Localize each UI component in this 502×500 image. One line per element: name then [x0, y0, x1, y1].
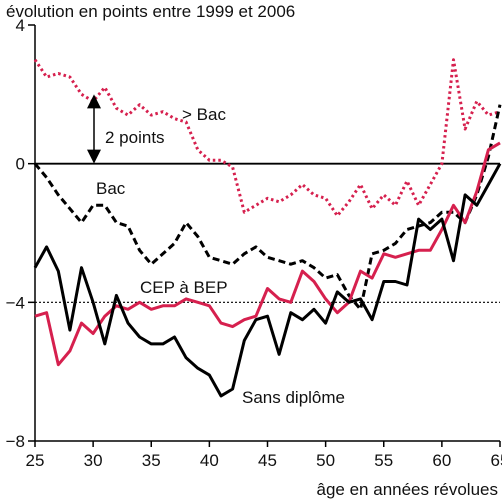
y-tick-label: 0 — [16, 155, 25, 174]
x-tick-label: 45 — [258, 451, 277, 470]
x-tick-label: 50 — [316, 451, 335, 470]
y-axis: 4 0 −4 −8 — [6, 16, 36, 451]
chart-title: évolution en points entre 1999 et 2006 — [6, 2, 295, 21]
series-line-bac — [33, 104, 502, 311]
x-tick-label: 55 — [374, 451, 393, 470]
arrow-down-icon — [87, 149, 101, 164]
label-bac: Bac — [96, 179, 126, 198]
x-tick-label: 25 — [26, 451, 45, 470]
series-lines — [33, 58, 502, 398]
y-tick-label: −8 — [6, 432, 25, 451]
x-axis: 25 30 35 40 45 50 55 60 65 — [26, 440, 502, 470]
label-cep-bep: CEP à BEP — [140, 278, 228, 297]
x-tick-label: 35 — [142, 451, 161, 470]
series-line-cep-bep — [34, 141, 501, 367]
x-tick-label: 40 — [200, 451, 219, 470]
y-tick-label: 4 — [16, 16, 25, 35]
arrow-up-icon — [87, 94, 101, 109]
y-tick-label: −4 — [6, 293, 25, 312]
x-axis-label: âge en années révolues — [317, 480, 498, 499]
x-tick-label: 30 — [84, 451, 103, 470]
label-sans-diplome: Sans diplôme — [242, 388, 345, 407]
annotations: > Bac 2 points Bac CEP à BEP Sans diplôme — [87, 94, 345, 407]
label-2-points: 2 points — [105, 128, 165, 147]
series-line-bac-plus — [33, 58, 501, 218]
x-tick-label: 60 — [432, 451, 451, 470]
label-bac-plus: > Bac — [182, 105, 226, 124]
series-line-sans-diplome — [33, 162, 502, 398]
x-tick-label: 65 — [491, 451, 502, 470]
